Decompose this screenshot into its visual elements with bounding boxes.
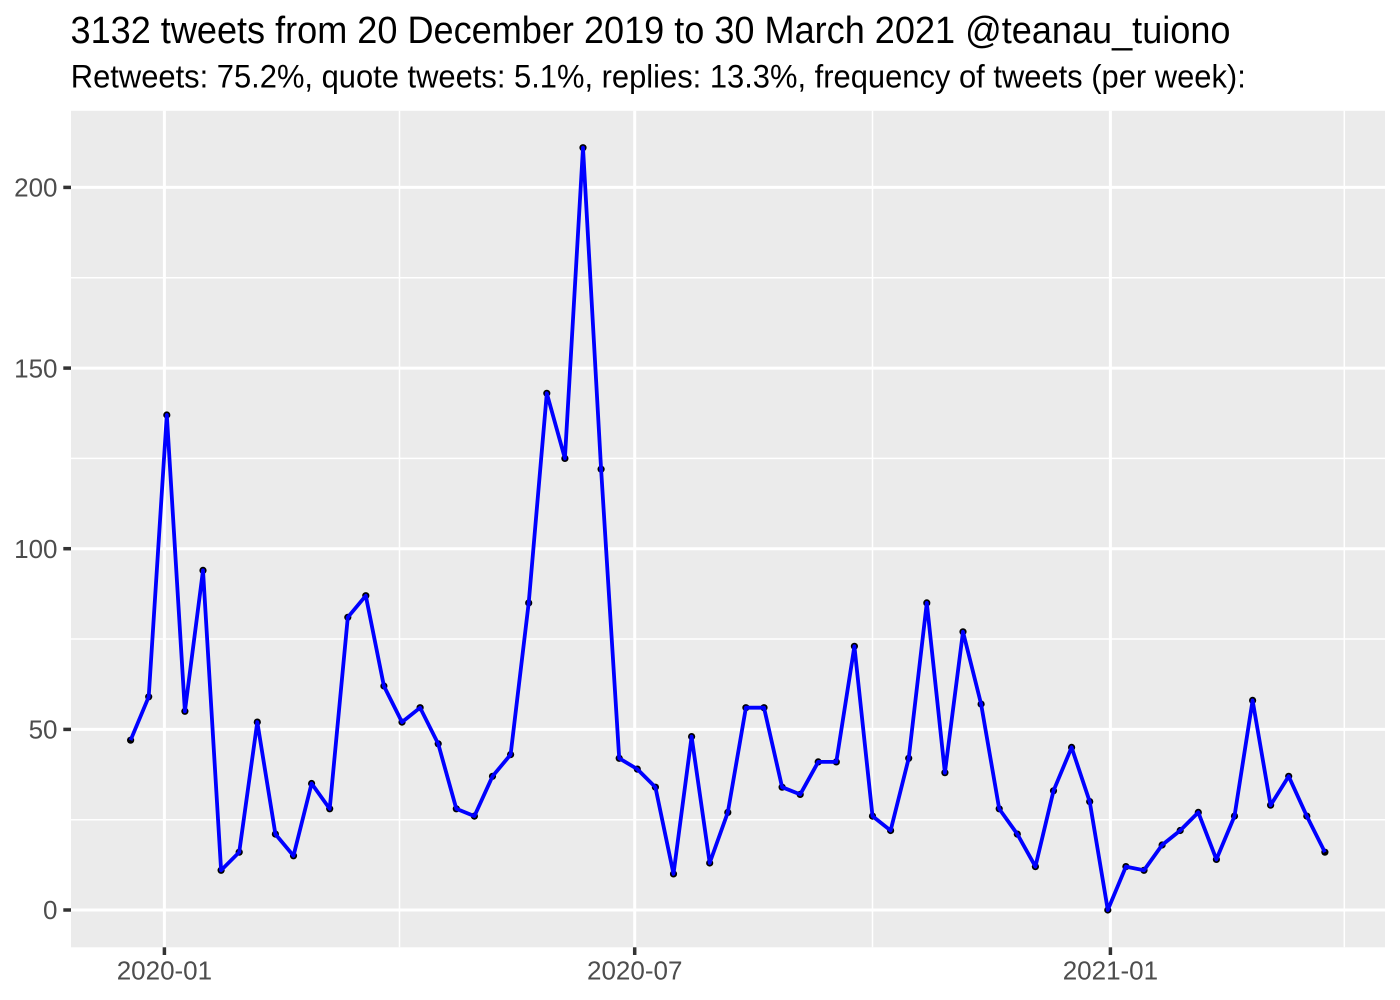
svg-text:Retweets: 75.2%, quote tweets:: Retweets: 75.2%, quote tweets: 5.1%, rep… xyxy=(71,58,1246,94)
svg-text:2020-07: 2020-07 xyxy=(587,956,682,986)
svg-text:150: 150 xyxy=(14,353,57,383)
svg-text:0: 0 xyxy=(43,895,57,925)
svg-text:3132 tweets from 20 December 2: 3132 tweets from 20 December 2019 to 30 … xyxy=(71,10,1231,52)
svg-text:2021-01: 2021-01 xyxy=(1063,956,1158,986)
svg-text:100: 100 xyxy=(14,534,57,564)
svg-text:2020-01: 2020-01 xyxy=(117,956,212,986)
svg-text:50: 50 xyxy=(29,715,58,745)
svg-text:200: 200 xyxy=(14,173,57,203)
